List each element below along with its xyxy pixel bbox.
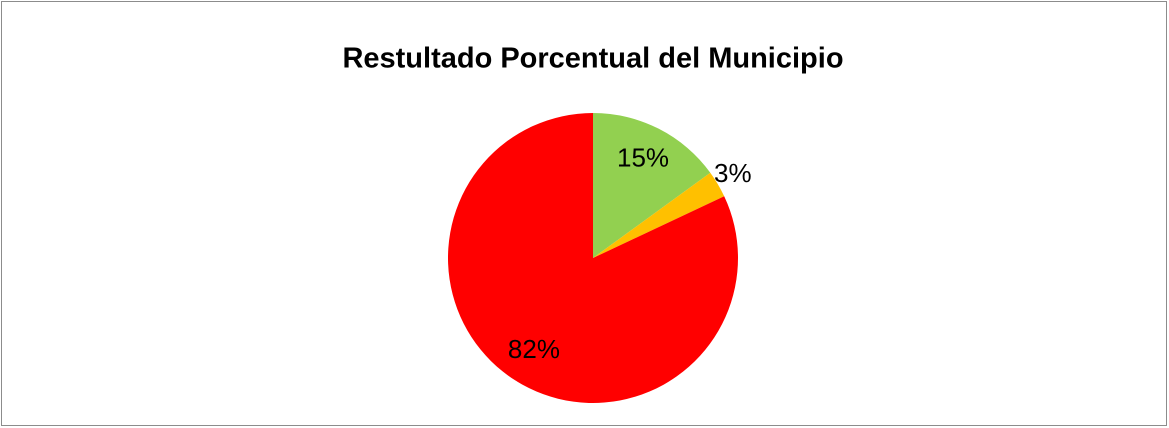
pie-slice	[448, 113, 738, 403]
data-label: 15%	[617, 143, 669, 173]
pie-slice	[593, 172, 725, 258]
pie-slice	[593, 113, 711, 258]
data-label: 82%	[508, 334, 560, 364]
data-label: 3%	[714, 158, 752, 188]
chart-title: Restultado Porcentual del Municipio	[342, 43, 843, 75]
